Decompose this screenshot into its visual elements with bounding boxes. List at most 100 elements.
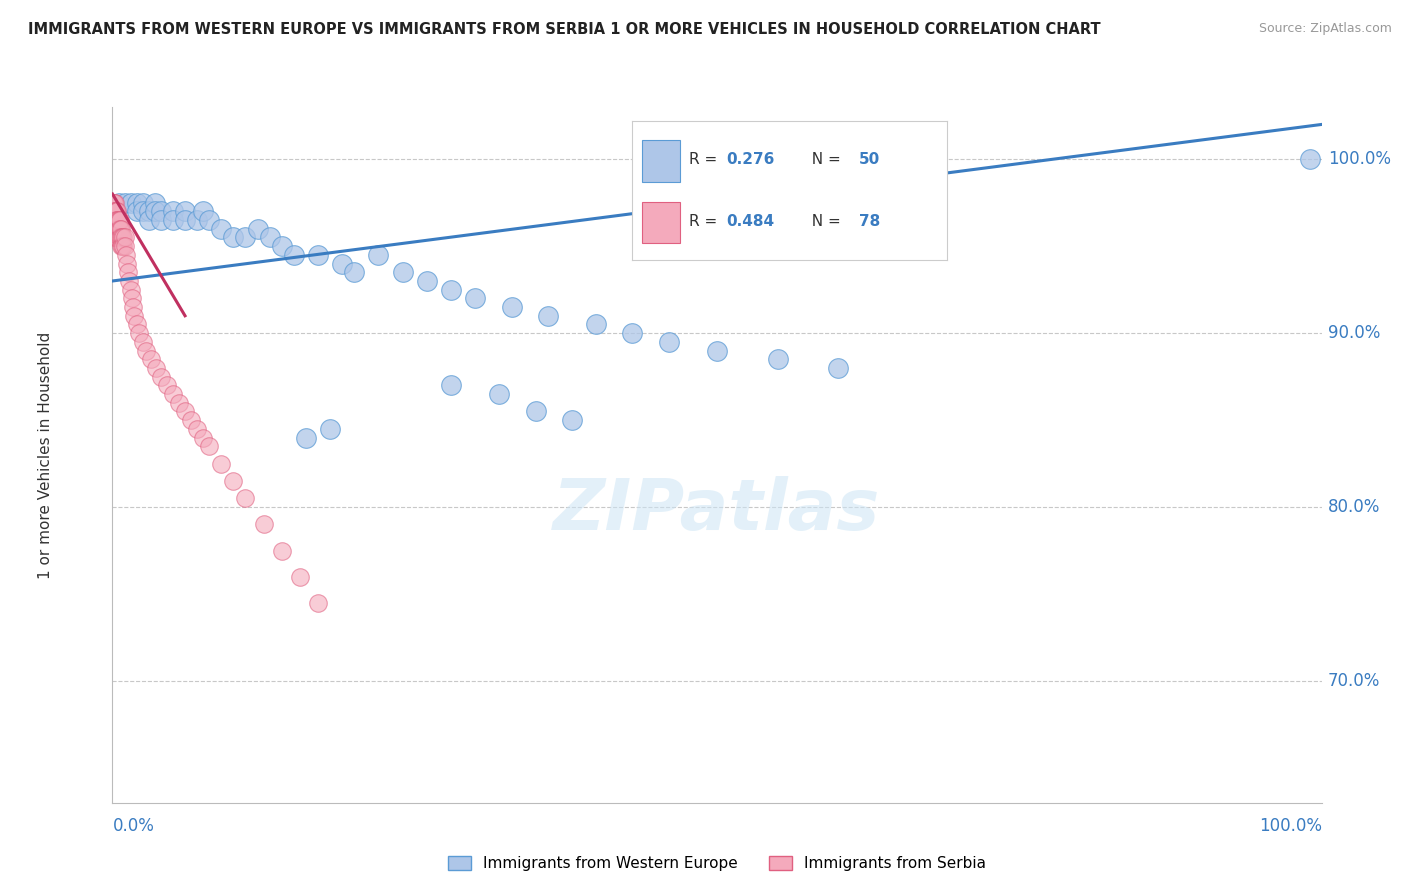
Point: [115, 256, 138, 270]
Point: [156, 378, 179, 392]
Point: [259, 230, 281, 244]
Point: [307, 596, 329, 610]
Point: [222, 230, 245, 244]
Point: [107, 230, 129, 244]
Point: [114, 248, 136, 262]
Point: [198, 213, 221, 227]
Point: [103, 204, 125, 219]
Point: [120, 195, 142, 210]
Text: 0.0%: 0.0%: [112, 817, 155, 835]
Point: [174, 404, 197, 418]
Point: [138, 213, 160, 227]
Point: [117, 265, 139, 279]
Point: [391, 265, 413, 279]
Point: [112, 230, 135, 244]
Point: [122, 309, 145, 323]
Point: [104, 221, 127, 235]
Point: [149, 204, 172, 219]
Point: [105, 230, 128, 244]
Point: [416, 274, 439, 288]
Point: [270, 239, 292, 253]
Point: [143, 195, 166, 210]
Point: [121, 291, 143, 305]
Point: [105, 221, 128, 235]
Point: [103, 195, 125, 210]
Text: IMMIGRANTS FROM WESTERN EUROPE VS IMMIGRANTS FROM SERBIA 1 OR MORE VEHICLES IN H: IMMIGRANTS FROM WESTERN EUROPE VS IMMIGR…: [28, 22, 1101, 37]
Point: [343, 265, 366, 279]
Point: [186, 422, 208, 436]
Point: [104, 213, 127, 227]
Point: [108, 230, 131, 244]
Point: [283, 248, 305, 262]
Point: [103, 204, 125, 219]
Point: [103, 221, 125, 235]
Point: [104, 204, 127, 219]
Point: [198, 439, 221, 453]
Point: [167, 395, 190, 409]
Point: [501, 300, 523, 314]
Point: [114, 239, 136, 253]
Point: [209, 221, 232, 235]
Point: [110, 221, 132, 235]
Point: [132, 334, 155, 349]
Point: [222, 474, 245, 488]
Point: [107, 195, 129, 210]
Point: [524, 404, 547, 418]
Point: [1298, 152, 1320, 166]
Point: [766, 352, 789, 367]
Point: [141, 352, 163, 367]
Point: [125, 204, 148, 219]
Text: 70.0%: 70.0%: [1327, 672, 1381, 690]
Point: [180, 413, 202, 427]
Point: [128, 326, 150, 340]
Point: [105, 213, 128, 227]
Point: [367, 248, 389, 262]
Point: [295, 430, 318, 444]
Point: [191, 204, 214, 219]
Point: [110, 239, 132, 253]
Point: [537, 309, 560, 323]
Point: [104, 195, 127, 210]
Point: [105, 221, 128, 235]
Point: [103, 195, 125, 210]
Point: [288, 569, 311, 583]
Point: [149, 213, 172, 227]
Point: [107, 213, 129, 227]
Point: [103, 230, 125, 244]
Point: [270, 543, 292, 558]
Point: [112, 239, 135, 253]
Point: [464, 291, 486, 305]
Text: 90.0%: 90.0%: [1327, 324, 1381, 343]
Point: [114, 230, 136, 244]
Point: [319, 422, 342, 436]
Point: [105, 213, 128, 227]
Point: [162, 213, 184, 227]
Point: [191, 430, 214, 444]
Point: [105, 213, 128, 227]
Point: [149, 369, 172, 384]
Point: [235, 491, 257, 506]
Point: [174, 204, 197, 219]
Point: [105, 230, 128, 244]
Point: [105, 221, 128, 235]
Point: [110, 230, 132, 244]
Point: [103, 213, 125, 227]
Point: [104, 204, 127, 219]
Point: [658, 334, 681, 349]
Point: [114, 195, 136, 210]
Point: [103, 213, 125, 227]
Point: [107, 213, 129, 227]
Point: [162, 204, 184, 219]
Point: [120, 283, 142, 297]
Point: [111, 230, 134, 244]
Point: [103, 204, 125, 219]
Point: [143, 204, 166, 219]
Point: [209, 457, 232, 471]
Text: 1 or more Vehicles in Household: 1 or more Vehicles in Household: [38, 331, 53, 579]
Text: 100.0%: 100.0%: [1258, 817, 1322, 835]
Point: [105, 230, 128, 244]
Point: [246, 221, 269, 235]
Point: [440, 378, 463, 392]
Point: [145, 360, 167, 375]
Text: Source: ZipAtlas.com: Source: ZipAtlas.com: [1258, 22, 1392, 36]
